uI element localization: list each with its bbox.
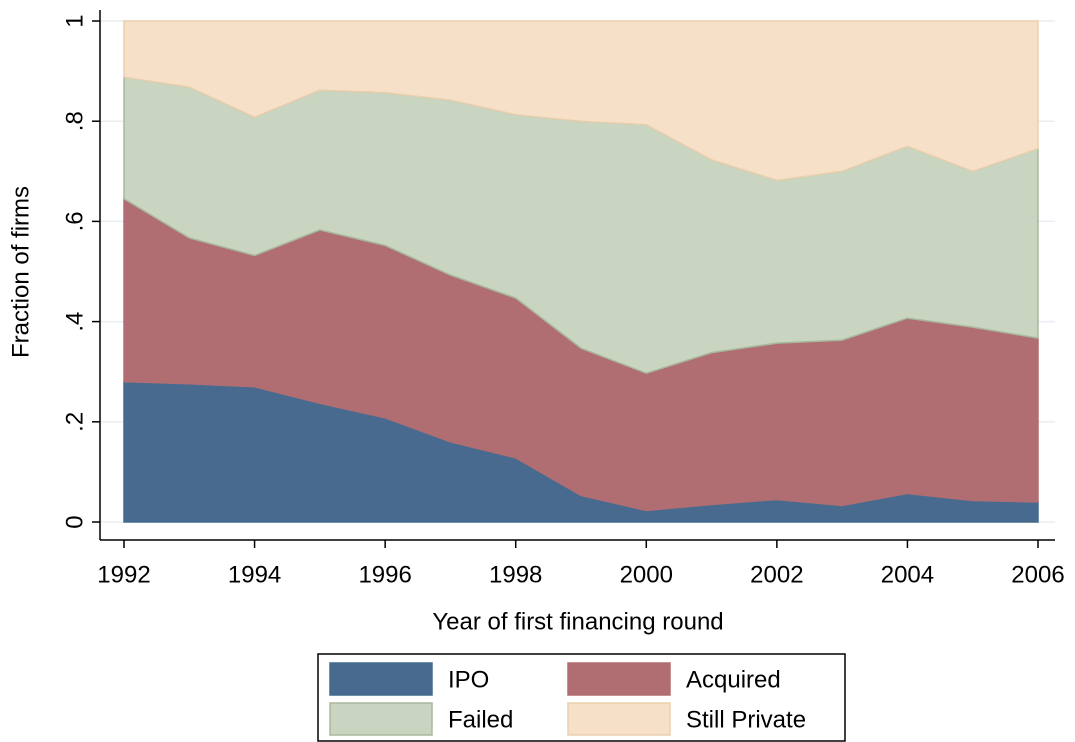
y-tick-label: .8 (61, 111, 88, 131)
legend-label: Acquired (686, 666, 781, 693)
x-tick-label: 2006 (1011, 561, 1064, 588)
x-tick-label: 1996 (358, 561, 411, 588)
y-axis-title: Fraction of firms (7, 186, 34, 358)
area (123, 20, 1039, 182)
y-tick-label: 1 (61, 14, 88, 27)
x-tick-label: 1992 (97, 561, 150, 588)
legend-swatch (567, 662, 671, 696)
x-tick-label: 1998 (489, 561, 542, 588)
legend-label: IPO (448, 666, 489, 693)
x-axis-title: Year of first financing round (432, 608, 723, 635)
x-tick-label: 2002 (750, 561, 803, 588)
legend-label: Still Private (686, 706, 806, 733)
y-tick-label: .6 (61, 211, 88, 231)
y-tick-label: .2 (61, 412, 88, 432)
legend-swatch (329, 702, 433, 736)
x-tick-label: 1994 (228, 561, 281, 588)
legend-label: Failed (448, 706, 513, 733)
x-tick-label: 2000 (620, 561, 673, 588)
x-tick-label: 2004 (881, 561, 934, 588)
y-tick-label: 0 (61, 515, 88, 528)
legend-swatch (567, 702, 671, 736)
legend-swatch (329, 662, 433, 696)
y-tick-label: .4 (61, 312, 88, 332)
